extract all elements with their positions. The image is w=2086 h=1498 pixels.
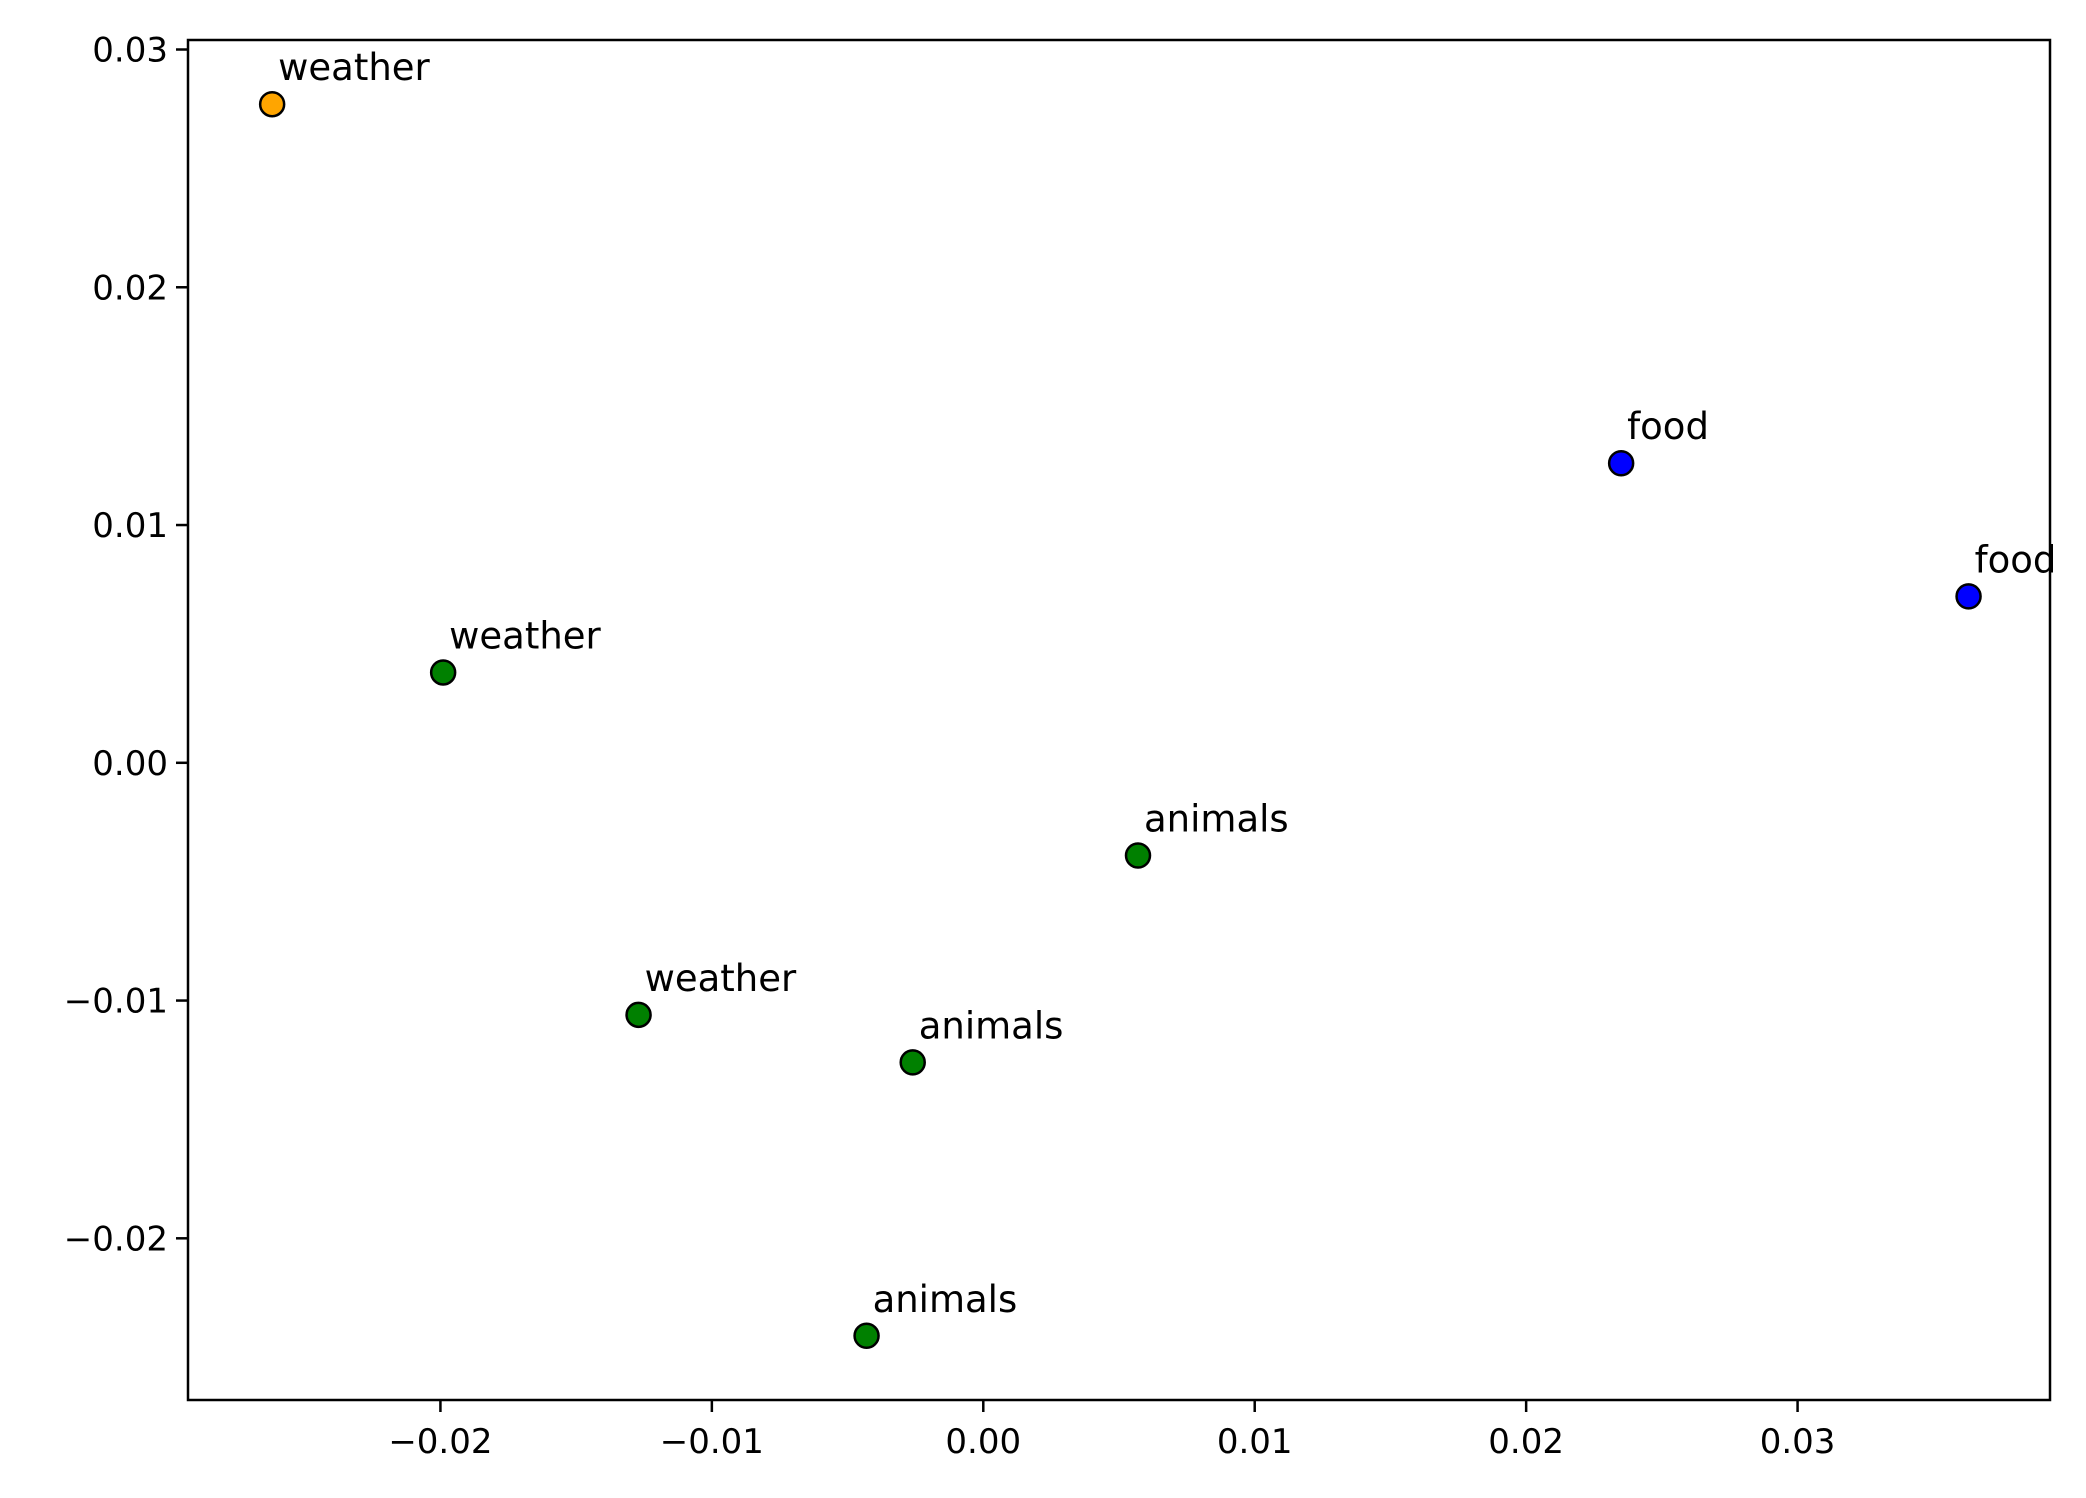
x-tick-label: −0.01 (660, 1422, 764, 1462)
y-tick-label: −0.01 (64, 982, 168, 1022)
x-axis: −0.02 −0.01 0.00 0.01 0.02 0.03 (388, 1400, 1835, 1462)
y-tick-label: 0.00 (92, 744, 168, 784)
data-points (258, 90, 1982, 1350)
point-label-weather: weather (278, 46, 430, 89)
point-label-food: food (1627, 405, 1709, 448)
data-point-weather (258, 90, 286, 118)
x-tick-label: 0.01 (1217, 1422, 1293, 1462)
x-tick-label: 0.03 (1760, 1422, 1836, 1462)
y-tick-label: 0.01 (92, 506, 168, 546)
point-label-weather: weather (645, 957, 797, 1000)
x-tick-label: −0.02 (388, 1422, 492, 1462)
x-tick-label: 0.00 (945, 1422, 1021, 1462)
data-point-weather (625, 1001, 652, 1029)
y-tick-label: 0.02 (92, 268, 168, 308)
point-labels: weather weather weather animals animals anima… (278, 46, 2056, 1321)
point-label-weather: weather (449, 614, 601, 657)
y-tick-label: −0.02 (64, 1219, 168, 1259)
point-label-animals: animals (1144, 798, 1289, 841)
plot-area-frame (186, 38, 2052, 1402)
x-tick-label: 0.02 (1488, 1422, 1564, 1462)
data-point-animals (899, 1049, 926, 1076)
data-point-animals (853, 1322, 880, 1350)
data-point-food (1607, 449, 1635, 477)
data-point-animals (1124, 842, 1152, 869)
data-point-weather (429, 659, 457, 686)
y-tick-label: 0.03 (92, 31, 168, 71)
data-point-food (1955, 583, 1982, 610)
point-label-food: food (1975, 538, 2057, 581)
y-axis: −0.02 −0.01 0.00 0.01 0.02 0.03 (64, 31, 188, 1259)
point-label-animals: animals (919, 1004, 1064, 1047)
point-label-animals: animals (873, 1278, 1018, 1321)
